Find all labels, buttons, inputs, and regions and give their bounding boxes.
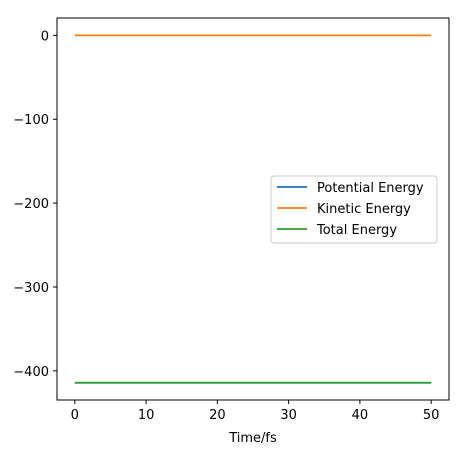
plot-frame	[56, 17, 450, 401]
y-tick-label: 0	[41, 29, 49, 44]
legend-label: Total Energy	[316, 223, 397, 238]
x-axis-ticks: 0 10 20 30 40 50	[71, 400, 440, 423]
x-tick-label: 50	[423, 408, 440, 423]
legend-label: Kinetic Energy	[317, 202, 411, 217]
legend: Potential Energy Kinetic Energy Total Ener…	[270, 175, 438, 244]
y-tick-label: −100	[13, 113, 49, 128]
legend-label: Potential Energy	[317, 181, 424, 196]
x-tick-label: 20	[209, 408, 226, 423]
x-tick-label: 0	[71, 408, 79, 423]
x-tick-label: 30	[280, 408, 297, 423]
x-tick-label: 40	[352, 408, 369, 423]
y-tick-label: −300	[13, 281, 49, 296]
x-tick-label: 10	[138, 408, 155, 423]
series-layer	[74, 34, 432, 384]
y-axis-ticks: 0 −100 −200 −300 −400	[13, 29, 57, 380]
y-tick-label: −400	[13, 365, 49, 380]
x-axis-title: Time/fs	[228, 431, 277, 446]
legend-box	[270, 175, 438, 244]
y-tick-label: −200	[13, 197, 49, 212]
